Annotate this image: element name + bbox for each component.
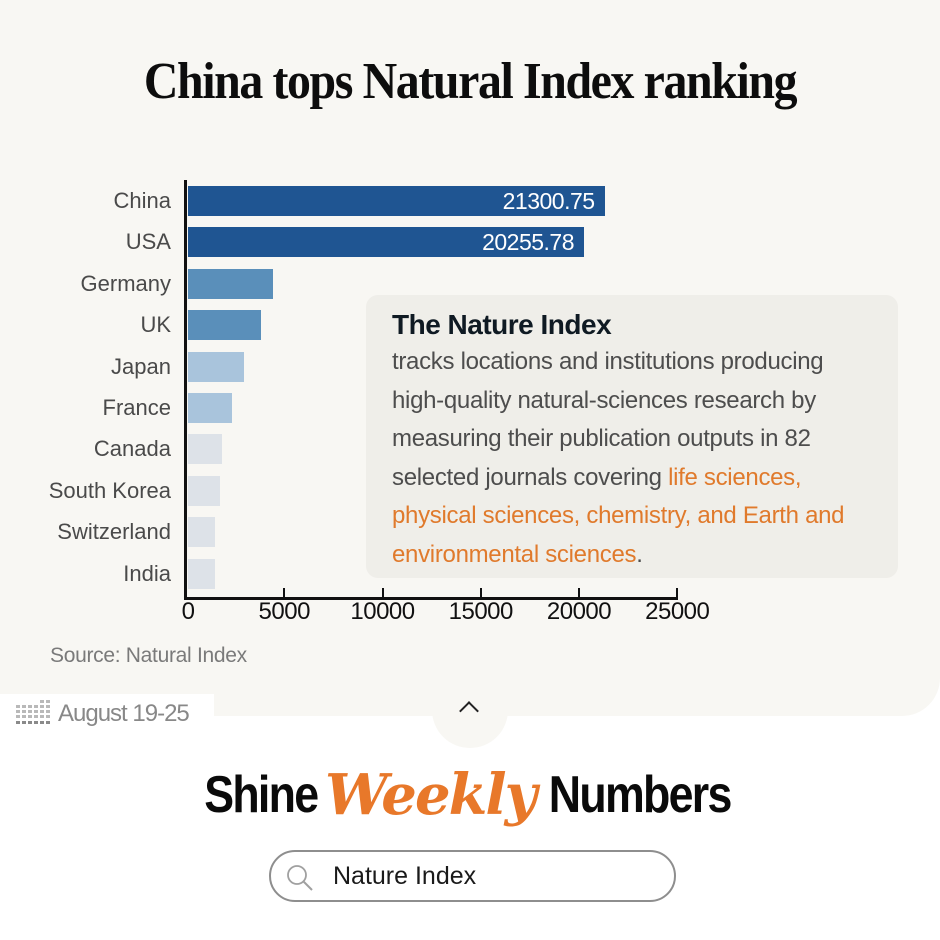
search-box[interactable]: Nature Index <box>269 850 676 902</box>
bar <box>188 517 216 548</box>
category-label: India <box>123 560 171 586</box>
info-body-highlight: life sciences, physical sciences, chemis… <box>392 463 845 568</box>
category-label: Japan <box>111 353 171 379</box>
bar: 20255.78 <box>188 227 585 258</box>
x-tick-label: 25000 <box>645 598 710 625</box>
search-icon <box>287 865 313 891</box>
collapse-tab[interactable] <box>432 690 508 748</box>
x-tick <box>479 588 482 598</box>
info-title: The Nature Index <box>392 309 612 340</box>
bar-value-label: 20255.78 <box>482 229 575 256</box>
calendar-grid-icon <box>16 700 50 724</box>
category-label: China <box>113 188 171 213</box>
x-tick-label: 15000 <box>448 598 514 625</box>
brand-weekly: Weekly <box>324 762 537 828</box>
category-label: UK <box>140 312 171 338</box>
info-box: The Nature Index tracks locations and in… <box>366 295 898 578</box>
category-label: Switzerland <box>57 519 171 545</box>
x-tick-label: 20000 <box>546 598 612 625</box>
bar-chart: China 21300.75 USA 20255.78 Germany UK Japan Fr… <box>48 180 710 625</box>
info-body-end: . <box>636 540 643 568</box>
brand-shine: Shine <box>204 766 319 824</box>
y-axis <box>184 180 187 600</box>
source-note: Source: Natural Index <box>50 644 247 667</box>
bar <box>188 310 262 341</box>
bar <box>188 434 222 465</box>
category-label: Germany <box>80 270 171 296</box>
x-tick <box>676 588 679 598</box>
bar <box>188 475 220 506</box>
info-body: tracks locations and institutions produc… <box>392 343 874 574</box>
chart-title: China tops Natural Index ranking <box>143 53 798 110</box>
brand-numbers: Numbers <box>548 766 732 824</box>
x-axis <box>184 597 678 600</box>
x-tick-label: 10000 <box>350 598 415 625</box>
x-tick <box>381 588 384 598</box>
x-tick <box>283 588 286 598</box>
search-input[interactable]: Nature Index <box>333 862 477 890</box>
bar <box>188 268 274 299</box>
x-tick-label: 0 <box>181 598 195 625</box>
category-label: France <box>102 395 171 420</box>
x-tick <box>578 588 580 598</box>
bar <box>188 393 232 423</box>
category-label: South Korea <box>48 477 171 503</box>
bar-value-label: 21300.75 <box>502 188 595 214</box>
info-body-text: tracks locations and institutions produc… <box>392 348 824 491</box>
date-range: August 19-25 <box>58 700 190 727</box>
category-label: USA <box>125 229 171 255</box>
bar <box>188 558 216 589</box>
category-label: Canada <box>93 436 171 462</box>
x-tick-label: 5000 <box>258 598 311 625</box>
bar: 21300.75 <box>188 186 605 216</box>
bar <box>188 351 244 382</box>
brand-logo: Shine Weekly Numbers <box>0 762 940 828</box>
